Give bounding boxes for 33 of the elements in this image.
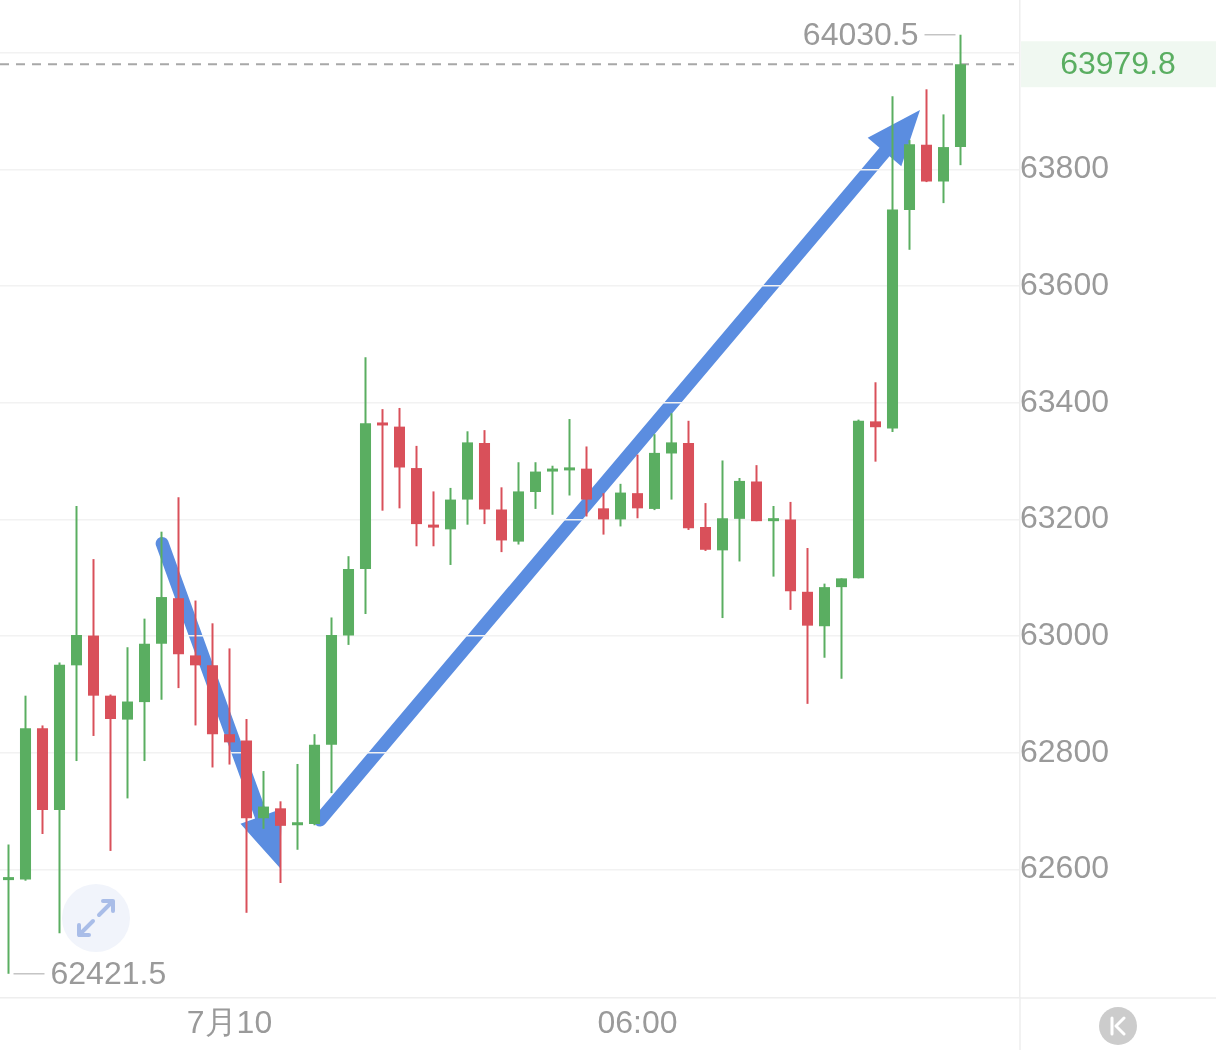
candlestick bbox=[274, 800, 287, 885]
candlestick bbox=[665, 412, 678, 501]
y-tick-label: 63000 bbox=[1020, 615, 1109, 652]
candlestick bbox=[376, 408, 389, 512]
y-tick-label: 63600 bbox=[1020, 265, 1109, 302]
y-tick-label: 63200 bbox=[1020, 499, 1109, 536]
candlestick bbox=[597, 492, 610, 536]
annotation: 62421.5 bbox=[50, 954, 167, 991]
candlestick bbox=[257, 769, 270, 830]
candlestick bbox=[699, 502, 712, 552]
candlestick bbox=[104, 693, 117, 852]
candlestick bbox=[631, 453, 644, 520]
candlestick bbox=[427, 490, 440, 548]
candlestick bbox=[546, 464, 559, 516]
candlestick bbox=[223, 647, 236, 766]
candlestick bbox=[291, 762, 304, 851]
candlestick bbox=[767, 505, 780, 578]
candlestick bbox=[869, 381, 882, 463]
candlestick bbox=[189, 599, 202, 727]
ref-line-label: 63979.8 bbox=[1060, 45, 1176, 82]
candlestick bbox=[835, 577, 848, 680]
candlestick bbox=[121, 646, 134, 800]
y-tick-label: 63400 bbox=[1020, 382, 1109, 419]
y-tick-label: 62600 bbox=[1020, 849, 1109, 886]
candlestick bbox=[563, 418, 576, 497]
x-tick-label: 7月10 bbox=[186, 1004, 273, 1041]
candlestick bbox=[529, 461, 542, 510]
y-tick-label: 63800 bbox=[1020, 149, 1109, 186]
candlestick bbox=[70, 505, 83, 763]
x-tick-label: 06:00 bbox=[597, 1004, 678, 1041]
annotation: 64030.5 bbox=[802, 15, 919, 52]
candlestick bbox=[2, 843, 15, 975]
y-tick-label: 62800 bbox=[1020, 732, 1109, 769]
